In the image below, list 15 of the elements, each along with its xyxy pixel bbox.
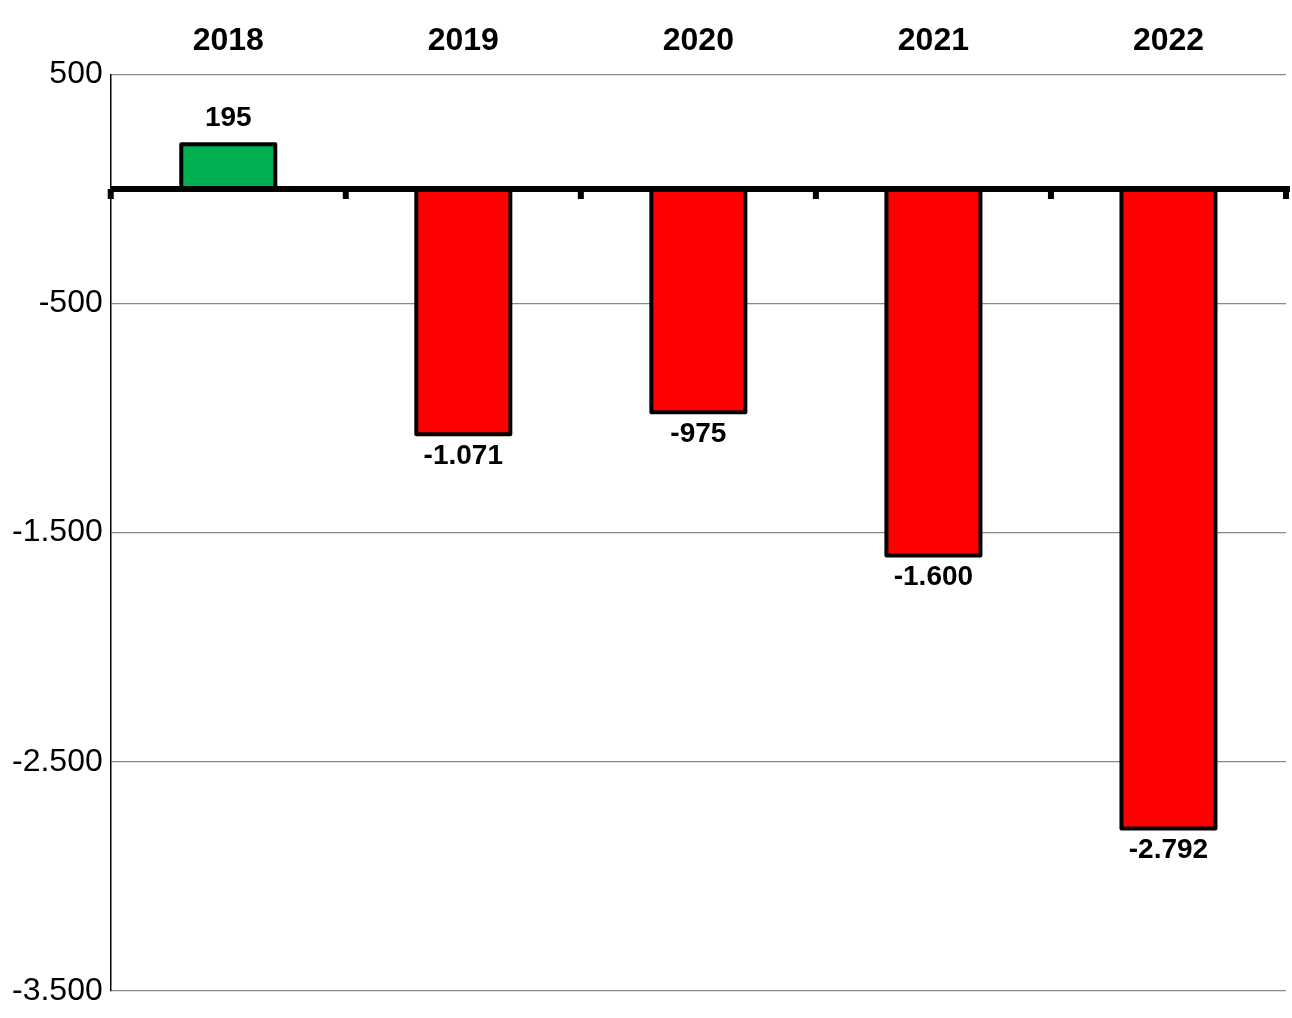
- x-tick-label: 2018: [192, 21, 264, 58]
- data-label: -1.071: [423, 439, 504, 471]
- y-tick-label: -3.500: [12, 970, 103, 1007]
- y-tick-label: -1.500: [12, 512, 103, 549]
- x-tick-label: 2020: [662, 21, 734, 58]
- x-tick-label: 2019: [427, 21, 499, 58]
- y-tick-label: -2.500: [12, 741, 103, 778]
- data-label: -975: [670, 417, 727, 449]
- x-tick-label: 2021: [897, 21, 970, 58]
- data-label: 195: [204, 100, 252, 132]
- x-tick-label: 2022: [1132, 21, 1205, 58]
- y-tick-label: -500: [38, 283, 103, 320]
- data-label: -1.600: [893, 560, 974, 592]
- y-tick-label: 500: [49, 54, 103, 91]
- data-label: -2.792: [1128, 833, 1209, 865]
